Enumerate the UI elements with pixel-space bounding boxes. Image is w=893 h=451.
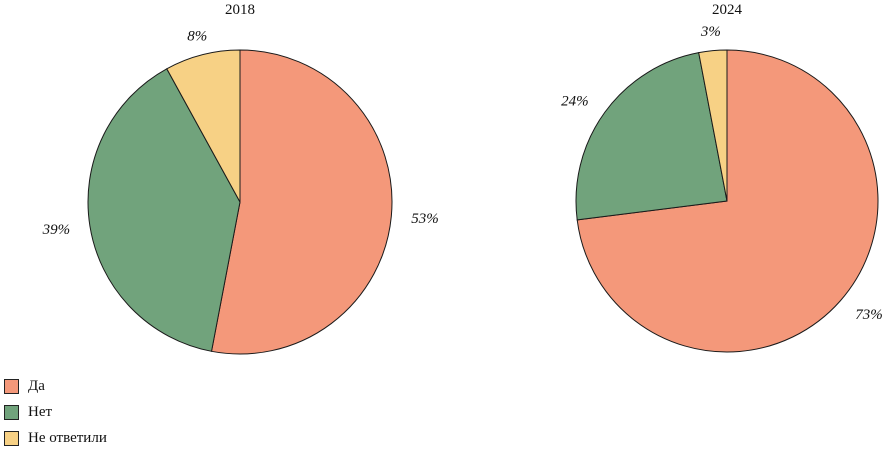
legend-label-no: Нет [28, 403, 53, 420]
legend-swatch-yes [4, 378, 19, 394]
legend-label-yes: Да [28, 377, 45, 394]
slice-label-2018-no-answer: 8% [187, 28, 207, 44]
slice-label-2018-no: 39% [42, 222, 71, 238]
slice-2018-yes [210, 49, 393, 355]
chart-title-2018: 2018 [225, 2, 255, 18]
slice-2018-no [87, 68, 241, 352]
legend: Да Нет Не ответили [4, 373, 107, 451]
legend-swatch-no-answer [4, 430, 19, 446]
chart-title-2024: 2024 [712, 2, 743, 18]
slice-2024-yes [576, 49, 879, 353]
legend-item-no[interactable]: Нет [4, 399, 107, 425]
pie-chart-2024: 2024 73% 24% 3% [561, 2, 883, 353]
legend-item-no-answer[interactable]: Не ответили [4, 425, 107, 451]
slice-label-2024-no-answer: 3% [700, 24, 721, 40]
pie-chart-2018: 2018 53% 39% 8% [42, 2, 439, 355]
legend-label-no-answer: Не ответили [28, 429, 107, 446]
slice-2018-no-answer [166, 49, 241, 203]
slice-2024-no-answer [698, 49, 728, 202]
slice-label-2024-yes: 73% [855, 307, 883, 323]
slice-label-2024-no: 24% [561, 93, 589, 109]
slice-label-2018-yes: 53% [411, 211, 439, 227]
slice-2024-no [575, 52, 728, 221]
legend-swatch-no [4, 404, 19, 420]
legend-item-yes[interactable]: Да [4, 373, 107, 399]
